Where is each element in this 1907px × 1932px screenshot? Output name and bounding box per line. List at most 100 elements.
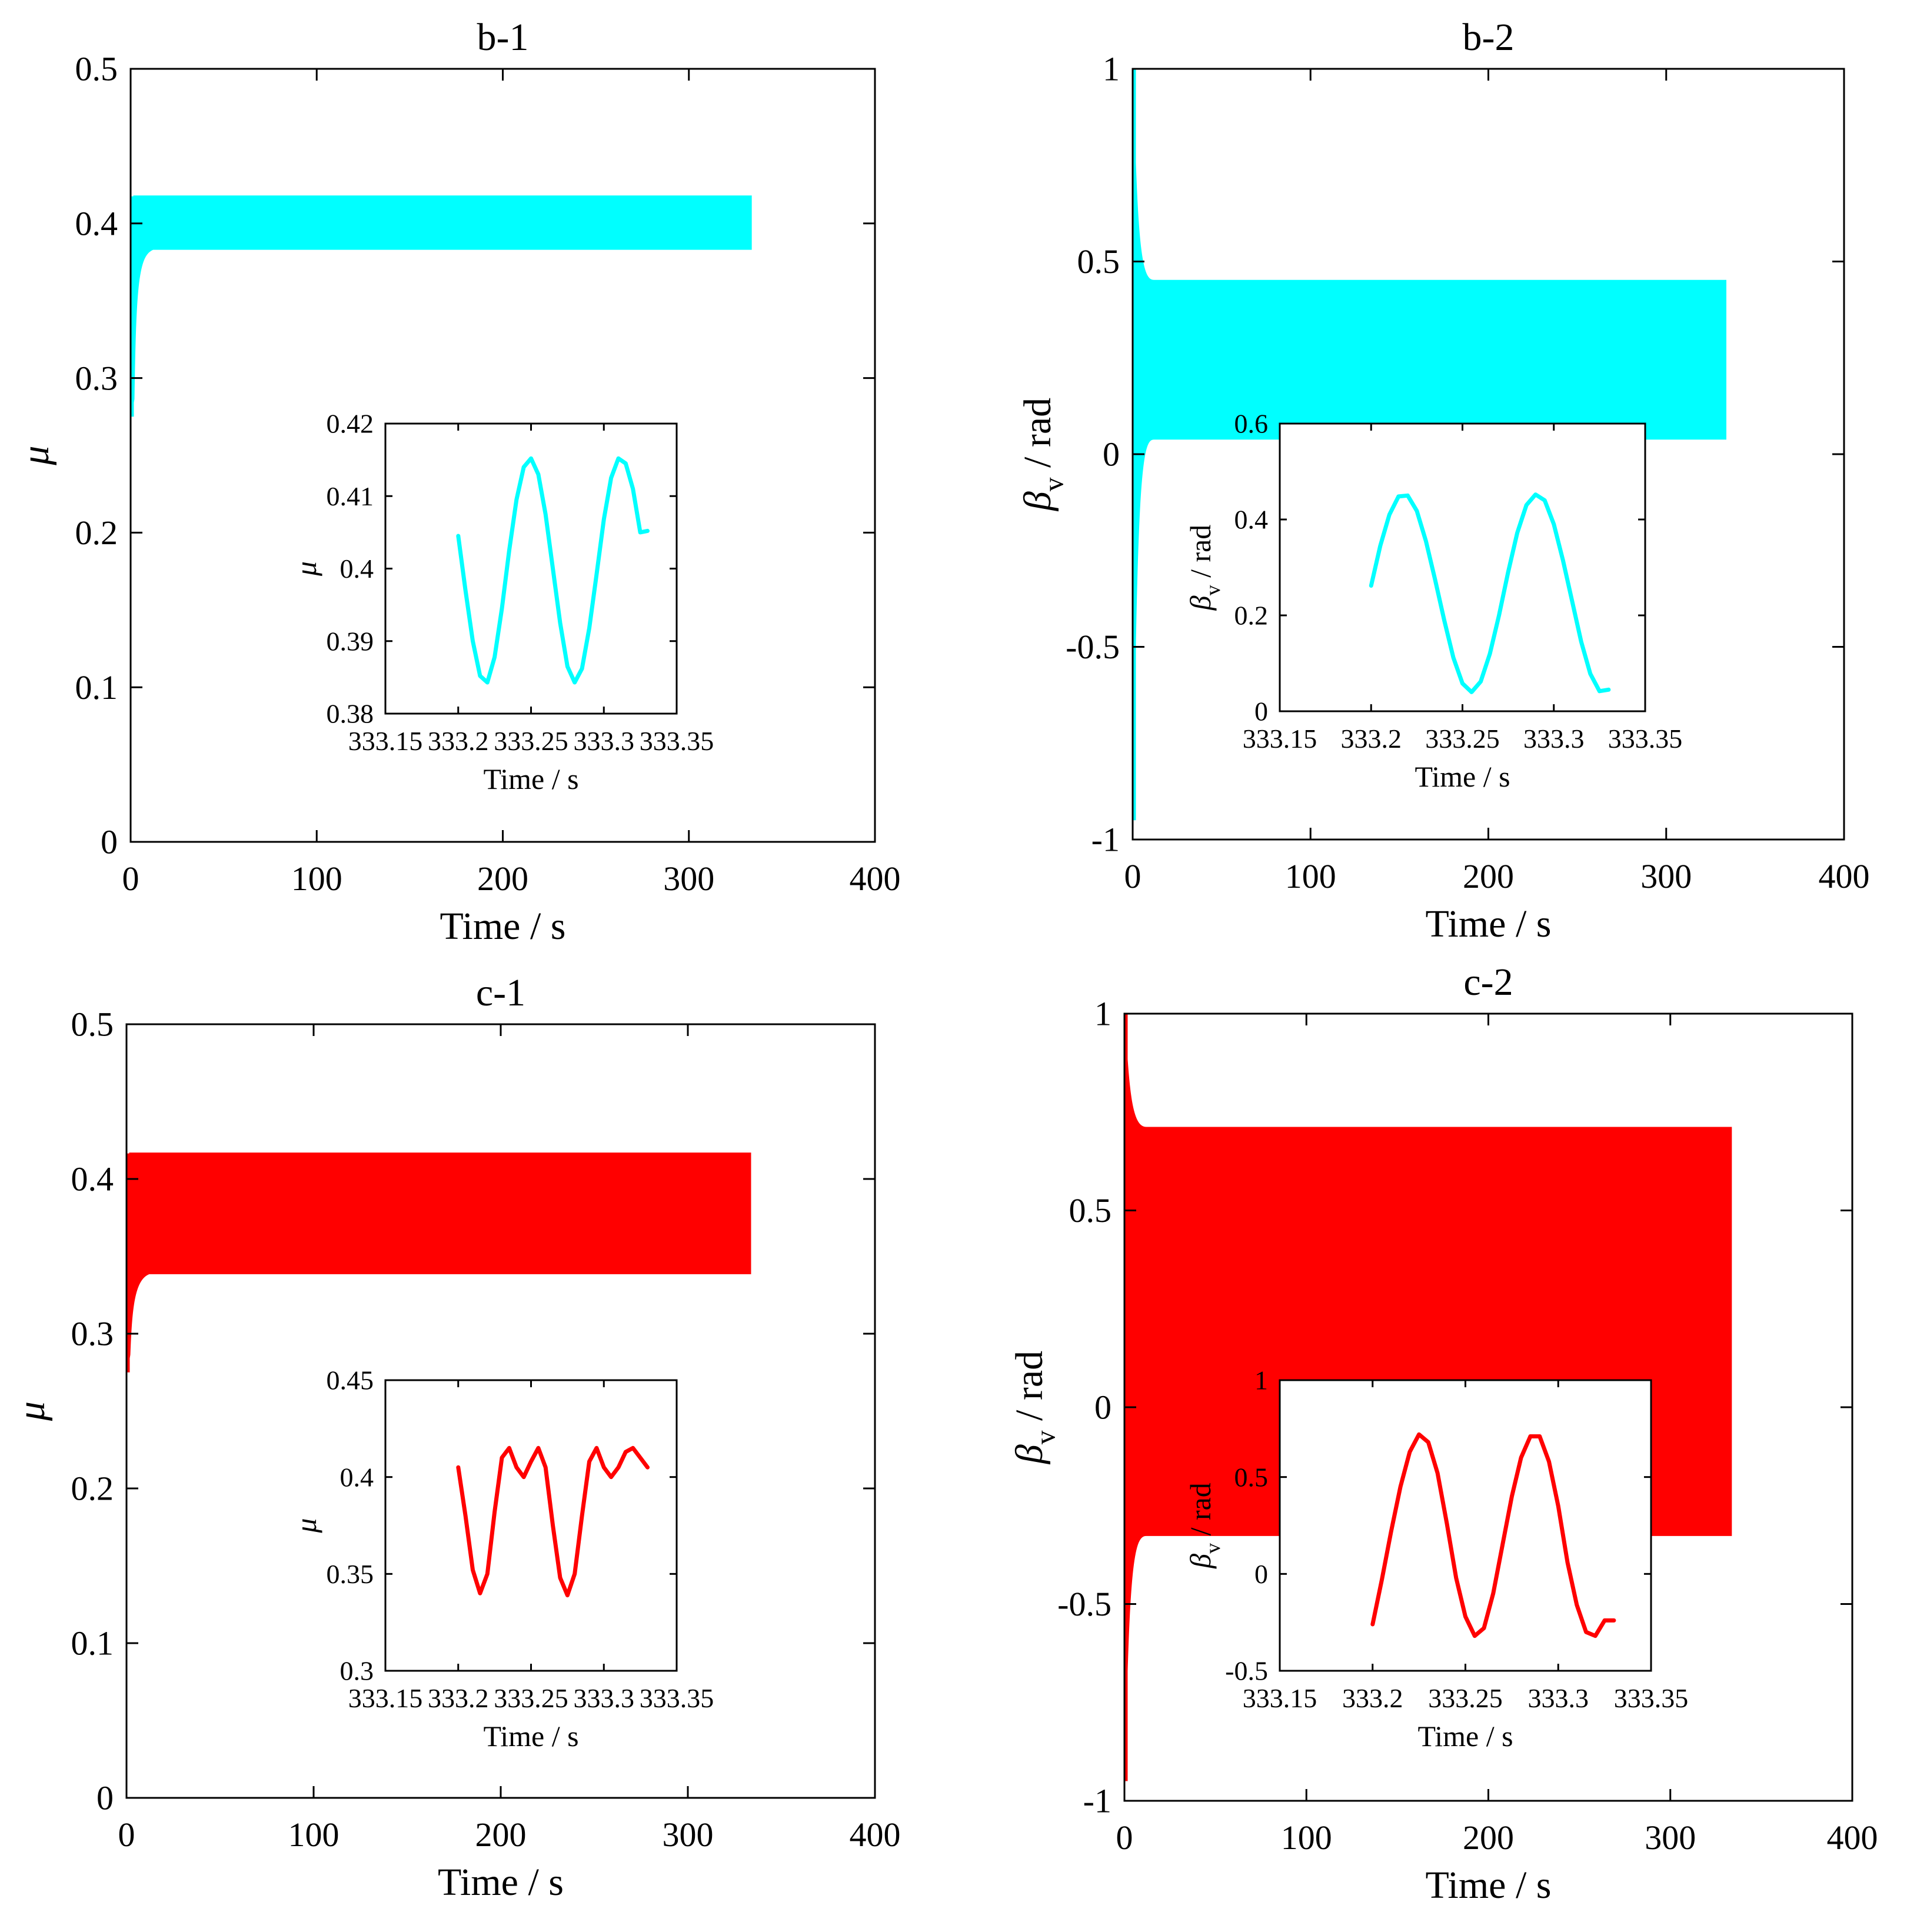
x-tick-label: 400 [1827, 1818, 1878, 1857]
inset-data-point [545, 514, 546, 515]
inset-x-tick-label: 333.2 [1342, 1683, 1403, 1713]
inset-y-axis-label-symbol: β [1184, 595, 1217, 611]
inset-x-axis-label: Time / s [1417, 1720, 1513, 1753]
y-tick-label: -1 [1091, 821, 1120, 859]
y-tick-label: 0.5 [1069, 1191, 1112, 1230]
inset-plot-area [385, 424, 677, 714]
inset-y-tick-label: -0.5 [1225, 1656, 1268, 1686]
inset-data-point [582, 1515, 583, 1516]
signal-band [129, 195, 752, 417]
inset-y-axis-label: βv / rad [1184, 525, 1224, 611]
x-axis-label: Time / s [438, 1861, 564, 1904]
inset-data-point [1581, 641, 1582, 642]
inset-data-point [1608, 689, 1609, 690]
inset-y-tick-label: 0.4 [1234, 505, 1269, 535]
inset-data-point [1567, 1562, 1568, 1563]
inset-y-tick-label: 0.45 [327, 1365, 374, 1395]
inset-x-tick-label: 333.25 [494, 726, 568, 756]
x-tick-label: 100 [291, 860, 342, 898]
inset-x-tick-label: 333.2 [428, 1683, 489, 1713]
x-tick-label: 200 [1463, 1818, 1514, 1857]
inset-data-point [1409, 1451, 1410, 1452]
inset-data-point [1502, 1544, 1503, 1545]
inset-y-axis-label-symbol: μ [289, 1518, 322, 1533]
y-tick-label: 0.4 [71, 1160, 114, 1198]
inset-y-tick-label: 0.5 [1234, 1462, 1269, 1492]
inset-x-tick-label: 333.3 [574, 1683, 635, 1713]
inset-y-tick-label: 0 [1254, 697, 1268, 727]
y-tick-label: 0.1 [71, 1624, 114, 1663]
inset-data-point [1444, 620, 1445, 621]
inset-data-point [545, 1467, 546, 1468]
inset-plot-area [385, 1380, 677, 1671]
x-tick-label: 300 [663, 1816, 714, 1854]
inset-y-axis-label: μ [289, 561, 322, 577]
inset-y-tick-label: 0.3 [340, 1656, 374, 1686]
inset-y-axis-label-subscript: v [1201, 1543, 1224, 1554]
inset-data-point [1595, 1635, 1596, 1636]
inset-data-point [516, 499, 517, 500]
y-tick-label: 0 [1103, 435, 1120, 474]
inset-series-line [456, 1445, 650, 1598]
inset-data-point [1371, 585, 1372, 586]
x-axis-label: Time / s [440, 905, 566, 948]
inset-c2: 333.15 333.2 333.25 333.3 333.35 -0.5 0 0.5 1 Tim… [1184, 1365, 1688, 1753]
inset-data-point [1437, 1473, 1438, 1474]
inset-y-axis-label-subscript: v [1201, 585, 1224, 595]
inset-y-tick-label: 0.6 [1234, 409, 1269, 439]
inset-x-tick-label: 333.35 [1608, 724, 1683, 754]
inset-plot-area [1280, 424, 1645, 711]
inset-x-tick-label: 333.25 [494, 1683, 568, 1713]
panel-b1: 0 100 200 300 400 0 0.1 0.2 0.3 0.4 0.5 Time / s μ b-… [14, 16, 901, 948]
inset-data-point [1389, 514, 1390, 515]
panel-title: c-2 [1463, 961, 1513, 1004]
inset-data-point [1535, 494, 1536, 495]
x-tick-label: 300 [1645, 1818, 1696, 1857]
y-tick-label: 0.2 [75, 514, 118, 552]
inset-x-axis-label: Time / s [483, 762, 578, 795]
inset-x-axis-label: Time / s [1415, 760, 1510, 793]
inset-data-point [1553, 524, 1554, 525]
y-tick-label: 0.5 [75, 50, 118, 88]
inset-y-axis-label-unit: / rad [1184, 1483, 1217, 1543]
x-tick-label: 0 [1116, 1818, 1133, 1857]
y-tick-label: 0 [96, 1779, 114, 1817]
inset-y-tick-label: 0.39 [327, 626, 374, 656]
inset-x-tick-label: 333.3 [574, 726, 635, 756]
inset-x-tick-label: 333.15 [348, 1683, 423, 1713]
inset-data-point [1480, 681, 1481, 682]
x-axis-label: Time / s [1426, 1864, 1552, 1907]
inset-x-tick-label: 333.15 [1243, 724, 1317, 754]
inset-y-tick-label: 0.35 [327, 1559, 374, 1589]
inset-data-point [625, 463, 626, 464]
inset-data-point [625, 1451, 626, 1452]
y-axis-label: μ [10, 1401, 53, 1421]
inset-y-tick-label: 0 [1254, 1559, 1268, 1589]
x-tick-label: 300 [663, 860, 714, 898]
inset-data-point [1558, 1506, 1559, 1507]
x-tick-label: 0 [122, 860, 139, 898]
inset-data-point [560, 1577, 561, 1578]
inset-data-point [1539, 1436, 1540, 1437]
inset-data-point [465, 590, 466, 591]
inset-c1: 333.15 333.2 333.25 333.3 333.35 0.3 0.35 0.4 0.… [289, 1365, 714, 1753]
y-tick-label: 1 [1094, 995, 1111, 1033]
inset-series-line [1370, 1432, 1616, 1638]
inset-data-point [596, 574, 597, 575]
y-axis-label-symbol: β [1008, 1444, 1051, 1465]
inset-x-tick-label: 333.35 [640, 726, 714, 756]
x-tick-label: 0 [1124, 857, 1141, 895]
y-tick-label: 0.5 [71, 1005, 114, 1044]
y-tick-label: 0.2 [71, 1470, 114, 1508]
inset-y-axis-label: βv / rad [1184, 1483, 1224, 1569]
inset-data-point [509, 550, 510, 551]
inset-x-tick-label: 333.3 [1523, 724, 1585, 754]
inset-y-tick-label: 0.2 [1234, 601, 1269, 631]
inset-data-point [1462, 683, 1463, 684]
y-tick-label: 0.5 [1077, 242, 1120, 281]
y-tick-label: 0.1 [75, 668, 118, 707]
y-axis-label-subscript: v [1030, 1430, 1061, 1444]
x-tick-label: 100 [1285, 857, 1336, 895]
inset-x-tick-label: 333.2 [428, 726, 489, 756]
